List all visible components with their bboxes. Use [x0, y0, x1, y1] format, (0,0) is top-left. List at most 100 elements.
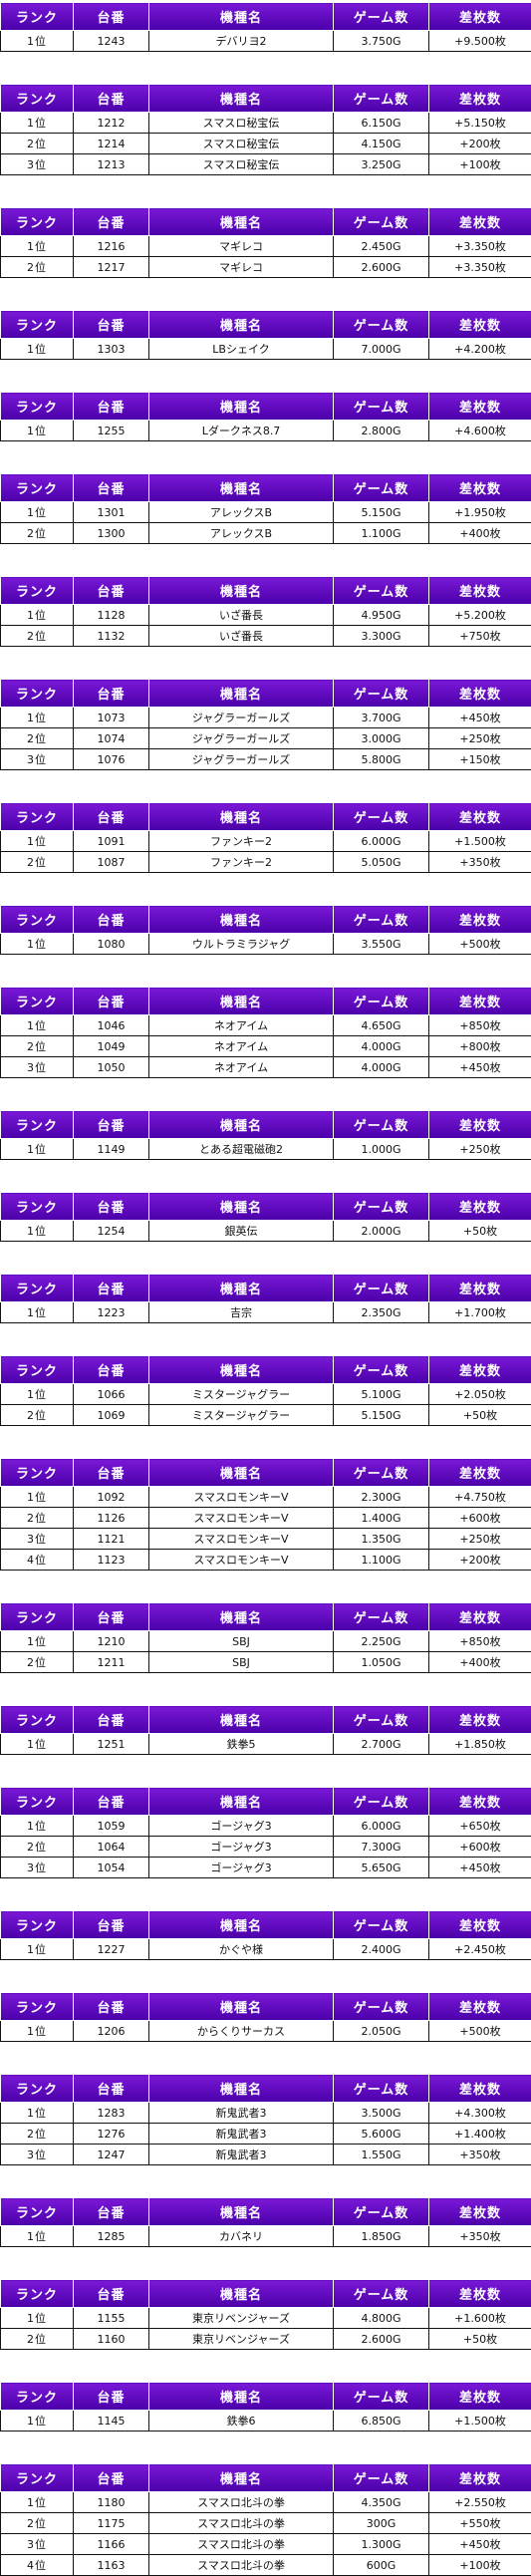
- header-machine-number: 台番: [74, 1193, 149, 1221]
- header-model-name: 機種名: [149, 85, 334, 113]
- machine-number-cell: 1180: [74, 2492, 149, 2513]
- machine-number-cell: 1069: [74, 1405, 149, 1426]
- game-count-cell: 5.150G: [334, 1405, 429, 1426]
- header-machine-number: 台番: [74, 208, 149, 236]
- rank-cell: 1位: [1, 2103, 74, 2124]
- table-spacer: [0, 955, 531, 987]
- coin-difference-cell: +9.500枚: [429, 31, 531, 52]
- rank-cell: 1位: [1, 605, 74, 626]
- machine-number-cell: 1064: [74, 1837, 149, 1858]
- coin-difference-cell: +100枚: [429, 154, 531, 175]
- coin-difference-cell: +100枚: [429, 2555, 531, 2576]
- coin-difference-cell: +200枚: [429, 134, 531, 154]
- header-machine-number: 台番: [74, 85, 149, 113]
- machine-number-cell: 1216: [74, 236, 149, 257]
- header-row: ランク台番機種名ゲーム数差枚数: [1, 1993, 531, 2021]
- machine-number-cell: 1255: [74, 421, 149, 441]
- game-count-cell: 4.000G: [334, 1036, 429, 1057]
- machine-number-cell: 1254: [74, 1221, 149, 1242]
- rank-cell: 1位: [1, 1139, 74, 1160]
- header-row: ランク台番機種名ゲーム数差枚数: [1, 1788, 531, 1816]
- header-row: ランク台番機種名ゲーム数差枚数: [1, 680, 531, 708]
- machine-number-cell: 1126: [74, 1508, 149, 1529]
- model-name-cell: スマスロモンキーV: [149, 1550, 334, 1571]
- coin-difference-cell: +600枚: [429, 1837, 531, 1858]
- machine-number-cell: 1087: [74, 852, 149, 873]
- machine-number-cell: 1303: [74, 339, 149, 360]
- rank-cell: 2位: [1, 1652, 74, 1673]
- header-coin-difference: 差枚数: [429, 1275, 531, 1302]
- header-model-name: 機種名: [149, 3, 334, 31]
- coin-difference-cell: +850枚: [429, 1631, 531, 1652]
- header-rank: ランク: [1, 1459, 74, 1487]
- header-row: ランク台番機種名ゲーム数差枚数: [1, 1459, 531, 1487]
- table-spacer: [0, 544, 531, 576]
- rank-cell: 2位: [1, 728, 74, 749]
- table-spacer: [0, 647, 531, 679]
- model-name-cell: ジャグラーガールズ: [149, 728, 334, 749]
- rank-cell: 1位: [1, 1221, 74, 1242]
- rank-cell: 1位: [1, 113, 74, 134]
- header-machine-number: 台番: [74, 2383, 149, 2411]
- machine-number-cell: 1046: [74, 1015, 149, 1036]
- game-count-cell: 3.300G: [334, 626, 429, 647]
- coin-difference-cell: +1.500枚: [429, 2411, 531, 2432]
- header-game-count: ゲーム数: [334, 906, 429, 934]
- game-count-cell: 2.450G: [334, 236, 429, 257]
- model-name-cell: からくりサーカス: [149, 2021, 334, 2042]
- header-rank: ランク: [1, 1706, 74, 1734]
- rank-cell: 1位: [1, 31, 74, 52]
- header-rank: ランク: [1, 988, 74, 1015]
- model-name-cell: 東京リベンジャーズ: [149, 2308, 334, 2329]
- rank-cell: 1位: [1, 1487, 74, 1508]
- coin-difference-cell: +3.350枚: [429, 257, 531, 278]
- header-machine-number: 台番: [74, 1356, 149, 1384]
- machine-number-cell: 1059: [74, 1816, 149, 1837]
- rank-cell: 2位: [1, 852, 74, 873]
- header-coin-difference: 差枚数: [429, 2280, 531, 2308]
- header-row: ランク台番機種名ゲーム数差枚数: [1, 393, 531, 421]
- rank-cell: 3位: [1, 1529, 74, 1550]
- coin-difference-cell: +250枚: [429, 728, 531, 749]
- header-rank: ランク: [1, 1603, 74, 1631]
- coin-difference-cell: +50枚: [429, 1221, 531, 1242]
- coin-difference-cell: +350枚: [429, 2145, 531, 2165]
- game-count-cell: 2.000G: [334, 1221, 429, 1242]
- header-row: ランク台番機種名ゲーム数差枚数: [1, 2464, 531, 2492]
- header-coin-difference: 差枚数: [429, 2075, 531, 2103]
- rank-cell: 1位: [1, 2411, 74, 2432]
- header-rank: ランク: [1, 208, 74, 236]
- header-machine-number: 台番: [74, 803, 149, 831]
- header-rank: ランク: [1, 1193, 74, 1221]
- table-spacer: [0, 2042, 531, 2074]
- coin-difference-cell: +500枚: [429, 934, 531, 955]
- rank-cell: 1位: [1, 2308, 74, 2329]
- coin-difference-cell: +600枚: [429, 1508, 531, 1529]
- table-spacer: [0, 278, 531, 310]
- header-model-name: 機種名: [149, 2280, 334, 2308]
- model-name-cell: ファンキー2: [149, 831, 334, 852]
- header-machine-number: 台番: [74, 2280, 149, 2308]
- model-name-cell: スマスロモンキーV: [149, 1508, 334, 1529]
- header-game-count: ゲーム数: [334, 474, 429, 502]
